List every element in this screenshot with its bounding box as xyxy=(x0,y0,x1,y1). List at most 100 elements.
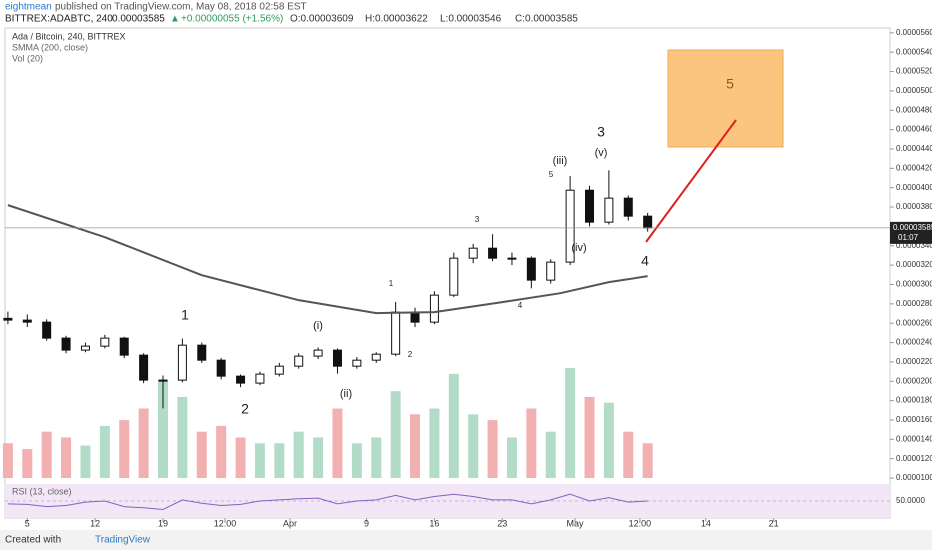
footer-brand[interactable]: TradingView xyxy=(95,535,151,546)
candle-body xyxy=(565,189,575,263)
wave-label: (i) xyxy=(313,320,323,332)
wave-label: 5 xyxy=(726,76,734,92)
volume-bar xyxy=(371,437,382,478)
volume-bar xyxy=(410,414,421,478)
volume-bar xyxy=(196,431,207,478)
candle-body xyxy=(604,197,614,223)
candle-body xyxy=(526,257,536,281)
projection-line xyxy=(645,119,737,243)
volume-bar xyxy=(351,443,362,478)
rsi-tick-label: 50.0000 xyxy=(896,496,925,505)
last-price-box xyxy=(890,221,932,244)
candle-body xyxy=(80,345,90,351)
volume-bar xyxy=(138,408,149,478)
volume-bar xyxy=(80,445,91,478)
volume-bar xyxy=(61,437,72,478)
candle-body xyxy=(391,311,401,355)
change-arrow: ▲ xyxy=(170,14,180,25)
candle-body xyxy=(42,321,52,339)
volume-bar xyxy=(487,420,498,478)
price: 0.00003585 xyxy=(112,14,165,25)
x-tick-label: 19 xyxy=(158,518,168,528)
volume-bar xyxy=(429,408,440,478)
candle-body xyxy=(488,247,498,259)
volume-bar xyxy=(565,368,576,478)
volume-bar xyxy=(2,443,13,478)
candle-body xyxy=(100,337,110,347)
wave-label: (v) xyxy=(595,147,608,159)
open: O:0.00003609 xyxy=(290,14,354,25)
x-tick-label: 12 xyxy=(90,518,100,528)
published: published on TradingView.com, May 08, 20… xyxy=(55,2,307,13)
candle-body xyxy=(313,349,323,357)
volume-bar xyxy=(235,437,246,478)
x-tick-label: 14 xyxy=(701,518,711,528)
last-price-label: 0.00003585 xyxy=(893,223,932,232)
candle-body xyxy=(274,365,284,375)
rsi-line xyxy=(7,493,648,511)
candle-body xyxy=(429,294,439,323)
smma-line xyxy=(7,204,648,315)
y-tick-label: 0.00005600 xyxy=(896,28,932,37)
candle-body xyxy=(449,257,459,296)
volume-bar xyxy=(623,431,634,478)
wave-label: (iii) xyxy=(553,155,568,167)
symbol: BITTREX:ADABTC, 240 xyxy=(5,14,113,25)
volume-bar xyxy=(274,443,285,478)
wave-label: (ii) xyxy=(340,388,352,400)
volume-bar xyxy=(177,396,188,478)
wave-label: 4 xyxy=(518,301,523,310)
candle-body xyxy=(352,359,362,367)
footer-bar xyxy=(0,530,932,550)
candle-body xyxy=(623,197,633,217)
volume-bar xyxy=(545,431,556,478)
candle-body xyxy=(61,337,71,351)
candle-body xyxy=(507,257,517,260)
candle-body xyxy=(139,354,149,381)
candle-body xyxy=(643,215,653,229)
volume-bar xyxy=(216,425,227,478)
wave-label: 4 xyxy=(641,253,649,269)
volume-bar xyxy=(506,437,517,478)
volume-bar xyxy=(22,449,33,478)
candle-body xyxy=(546,261,556,281)
x-tick-label: May xyxy=(566,518,584,528)
candle-body xyxy=(332,349,342,367)
close: C:0.00003585 xyxy=(515,14,578,25)
volume-bar xyxy=(293,431,304,478)
candle-body xyxy=(22,319,32,323)
rsi-label: RSI (13, close) xyxy=(12,486,72,496)
wave-label: (iv) xyxy=(571,242,586,254)
volume-bar xyxy=(313,437,324,478)
rsi-pane xyxy=(5,484,890,518)
x-tick-label: 12:00 xyxy=(629,518,652,528)
volume-bar xyxy=(468,414,479,478)
change: +0.00000055 (+1.56%) xyxy=(181,14,283,25)
low: L:0.00003546 xyxy=(440,14,502,25)
wave-label: 3 xyxy=(597,124,605,140)
volume-bar xyxy=(99,425,110,478)
candle-body xyxy=(236,375,246,384)
candle-body xyxy=(119,337,129,356)
wave-label: 1 xyxy=(181,307,189,323)
volume-bar xyxy=(158,379,169,478)
author[interactable]: eightmean xyxy=(5,2,52,13)
x-tick-label: 23 xyxy=(497,518,507,528)
candle-body xyxy=(371,353,381,361)
